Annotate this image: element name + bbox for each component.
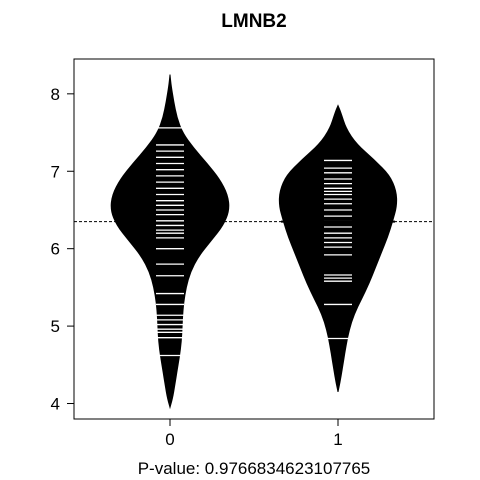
y-axis: 4 5 6 7 8 [51, 85, 74, 414]
y-tick-label: 6 [51, 240, 60, 259]
bean-shape-0 [110, 74, 230, 410]
x-tick-label: 1 [333, 430, 342, 449]
bean-shape-1 [278, 104, 398, 393]
y-tick-label: 8 [51, 85, 60, 104]
plot-frame [73, 58, 435, 420]
x-axis-label: P-value: 0.9766834623107765 [138, 459, 371, 478]
x-tick-label: 0 [165, 430, 174, 449]
beans-layer [74, 74, 434, 410]
rug-layer [156, 127, 352, 357]
y-tick-label: 4 [51, 395, 60, 414]
y-tick-label: 5 [51, 317, 60, 336]
mean-lines-layer [112, 206, 396, 223]
y-tick-label: 7 [51, 162, 60, 181]
chart-title: LMNB2 [221, 11, 286, 32]
